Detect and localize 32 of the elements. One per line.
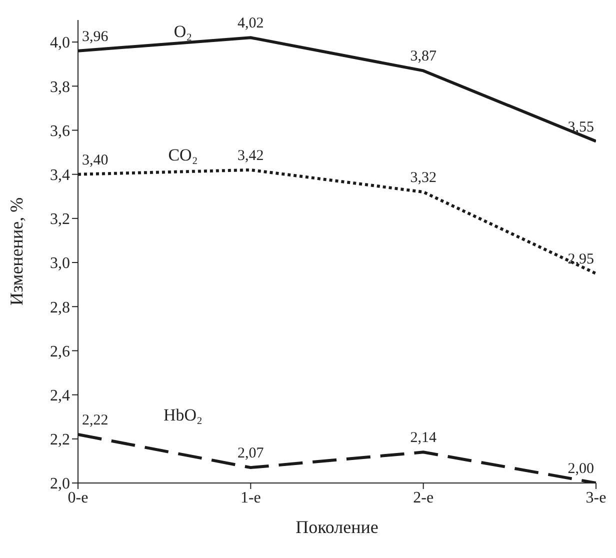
data-label: 3,96 — [82, 28, 109, 45]
y-tick-label: 2,2 — [50, 432, 70, 449]
y-tick-label: 3,8 — [50, 78, 70, 96]
data-label: 3,87 — [410, 48, 437, 65]
data-label: 3,32 — [410, 170, 436, 186]
y-tick-label: 2,4 — [50, 387, 70, 404]
data-label: 3,40 — [82, 152, 108, 168]
x-tick-label: 3-е — [586, 489, 606, 506]
data-label: 4,02 — [238, 16, 264, 32]
x-tick-label: 1-е — [240, 489, 261, 506]
series-label: CO₂ — [168, 145, 198, 164]
series-label: HbO₂ — [164, 405, 202, 424]
x-axis-title: Поколение — [296, 517, 378, 537]
y-tick-label: 3,2 — [50, 211, 70, 228]
data-label: 2,00 — [568, 461, 594, 477]
data-label: 2,95 — [568, 252, 594, 268]
data-label: 2,22 — [82, 412, 108, 428]
x-tick-label: 2-е — [413, 489, 434, 506]
y-tick-label: 2,0 — [50, 476, 70, 493]
data-label: 3,55 — [568, 119, 594, 136]
x-tick-label: 0-е — [68, 489, 88, 506]
y-tick-label: 3,0 — [50, 255, 70, 272]
y-tick-label: 3,6 — [50, 122, 70, 140]
y-tick-label: 4,0 — [50, 34, 70, 52]
data-label: 2,07 — [238, 446, 264, 462]
data-label: 3,42 — [238, 148, 264, 164]
series-label: O₂ — [174, 22, 192, 41]
y-tick-label: 2,6 — [50, 343, 70, 360]
y-axis-title: Изменение, % — [6, 197, 26, 306]
y-tick-label: 3,4 — [50, 167, 70, 184]
y-tick-label: 2,8 — [50, 299, 70, 316]
data-label: 2,14 — [410, 430, 437, 446]
